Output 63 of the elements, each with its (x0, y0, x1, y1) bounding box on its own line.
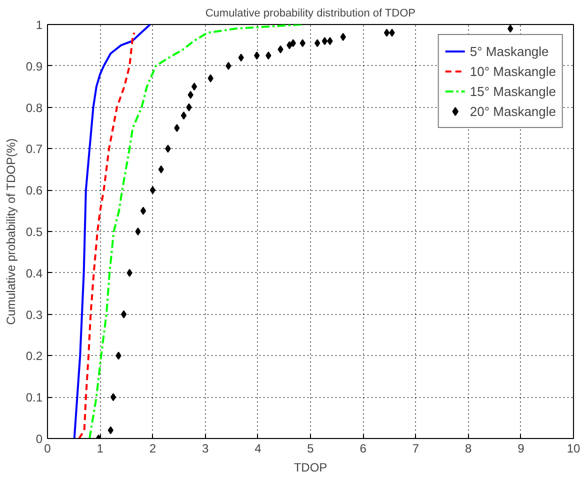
point (150, 186, 156, 194)
y-axis-title: Cumulative probability of TDOP(%) (4, 138, 18, 325)
point (226, 62, 232, 70)
x-tick-label: 0 (44, 442, 52, 456)
point (120, 310, 127, 318)
x-tick-label: 3 (202, 442, 209, 456)
point (135, 228, 141, 236)
x-tick-label: 10 (566, 442, 580, 456)
legend-label: 20° Maskangle (470, 104, 556, 118)
point (340, 32, 346, 41)
line-series (88, 24, 303, 438)
x-axis-title: TDOP (294, 460, 328, 474)
point (158, 165, 164, 174)
y-tick-label: 0 (36, 432, 43, 446)
chart-title: Cumulative probability distribution of TDOP (205, 8, 416, 20)
y-tick-label: 0.2 (26, 349, 43, 364)
y-tick-label: 0.8 (26, 100, 43, 115)
y-tick-label: 0.6 (26, 184, 43, 198)
point (389, 28, 395, 37)
point (286, 41, 292, 50)
x-tick-label: 8 (464, 442, 472, 456)
point (238, 54, 244, 62)
x-tick-label: 1 (96, 442, 104, 456)
x-tick-label: 6 (360, 442, 367, 456)
point (208, 74, 214, 82)
point (116, 352, 122, 360)
point (322, 37, 328, 46)
point (188, 90, 194, 99)
x-tick-label: 4 (254, 442, 262, 456)
y-tick-label: 0.9 (26, 59, 43, 74)
point (174, 124, 180, 132)
line-series (78, 32, 136, 438)
legend-label: 10° Maskangle (470, 64, 556, 78)
point (300, 39, 306, 48)
point (254, 52, 260, 60)
point (186, 103, 192, 112)
x-tick-label: 9 (518, 442, 525, 456)
x-tick-label: 7 (412, 442, 420, 456)
point (508, 24, 514, 33)
point (314, 39, 320, 48)
point (266, 52, 272, 60)
point (191, 82, 198, 91)
point (180, 112, 187, 120)
point (108, 426, 114, 434)
y-tick-label: 0.3 (26, 308, 43, 322)
point (165, 144, 171, 153)
y-tick-label: 0.5 (26, 225, 43, 239)
point (384, 28, 390, 37)
point (140, 206, 146, 215)
legend-label: 15° Maskangle (470, 84, 556, 98)
point (110, 393, 116, 402)
x-tick-label: 5 (307, 442, 314, 456)
y-tick-label: 0.7 (26, 142, 43, 156)
point (327, 37, 333, 46)
legend-label: 5° Maskangle (470, 44, 549, 58)
y-tick-label: 1 (36, 18, 43, 32)
point (278, 45, 284, 54)
y-tick-label: 0.4 (26, 266, 43, 280)
y-tick-label: 0.1 (26, 390, 43, 405)
point (126, 268, 132, 277)
x-tick-label: 2 (149, 442, 156, 456)
point (290, 39, 296, 48)
line-series (73, 24, 152, 438)
